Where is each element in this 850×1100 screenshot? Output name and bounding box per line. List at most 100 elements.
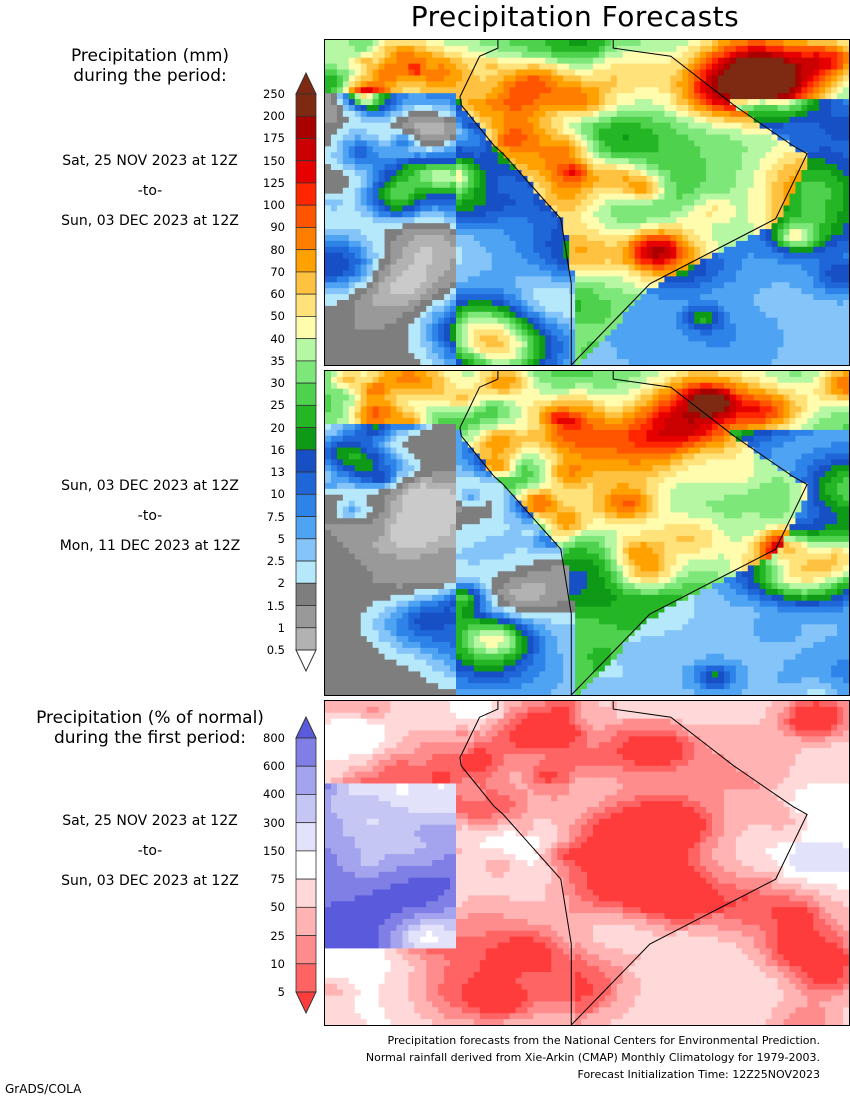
colorbar-tick-label: 2.5 (266, 554, 285, 569)
colorbar-tick-label: 50 (270, 309, 285, 324)
colorbar-tick-label: 30 (270, 376, 285, 391)
colorbar-segment (295, 360, 317, 384)
colorbar-segment (295, 906, 317, 936)
colorbar-segment (295, 794, 317, 824)
credits-line3: Forecast Initialization Time: 12Z25NOV20… (577, 1068, 820, 1081)
colorbar-tick-label: 5 (277, 985, 285, 999)
period2-sep: -to- (137, 508, 163, 524)
colorbar-tick-label: 35 (270, 353, 285, 368)
colorbar-tick-label: 20 (270, 420, 285, 435)
colorbar-segment (295, 850, 317, 880)
mm-legend-title: Precipitation (mm) during the period: (0, 46, 300, 86)
period3-label: Sat, 25 NOV 2023 at 12Z -to- Sun, 03 DEC… (0, 806, 300, 896)
colorbar-segment (295, 138, 317, 162)
mm-legend-title-line2: during the period: (73, 66, 227, 86)
colorbar-tick-label: 13 (270, 465, 285, 480)
colorbar-tick-label: 25 (270, 398, 285, 413)
colorbar-tick-label: 150 (263, 153, 285, 168)
colorbar-tick-label: 90 (270, 220, 285, 235)
colorbar-tick-label: 75 (270, 872, 285, 887)
period2-start: Sun, 03 DEC 2023 at 12Z (61, 478, 239, 494)
colorbar-segment (295, 115, 317, 139)
colorbar-tick-label: 600 (263, 759, 285, 774)
colorbar-tick-label: 125 (263, 175, 285, 190)
precip-map-period1 (324, 39, 850, 366)
colorbar-segment (295, 427, 317, 451)
colorbar-segment (295, 315, 317, 340)
colorbar-tick-label: 10 (270, 956, 285, 971)
colorbar-segment (295, 293, 317, 317)
period3-sep: -to- (137, 843, 163, 859)
mm-colorbar: 250 200 175 150 125 100 90 80 70 60 50 40 35 30 25 20 16… (263, 72, 317, 672)
coastline (459, 40, 808, 365)
colorbar-segment (295, 516, 317, 540)
colorbar-segment (295, 538, 317, 562)
page-title: Precipitation Forecasts (410, 0, 740, 33)
credits-line2: Normal rainfall derived from Xie-Arkin (… (365, 1051, 820, 1064)
pct-colorbar: 800 600 400 300 150 75 50 25 10 5 (263, 716, 317, 1014)
colorbar-segment (295, 493, 317, 517)
colorbar-segment (295, 627, 317, 651)
coastline (459, 371, 808, 695)
colorbar-tick-label: 250 (263, 87, 285, 101)
colorbar-segment (295, 338, 317, 362)
map1-field (325, 40, 849, 365)
colorbar-segment (295, 182, 317, 206)
colorbar-segment (295, 449, 317, 473)
grads-footer: GrADS/COLA (5, 1082, 82, 1096)
colorbar-segment (295, 765, 317, 795)
period1-end: Sun, 03 DEC 2023 at 12Z (61, 213, 239, 229)
colorbar-tick-label: 0.5 (266, 643, 285, 657)
credits: Precipitation forecasts from the Nationa… (366, 1032, 820, 1083)
colorbar-tick-label: 175 (263, 131, 285, 146)
colorbar-segment (295, 249, 317, 273)
colorbar-tick-label: 80 (270, 242, 285, 257)
colorbar-segment (295, 160, 317, 184)
colorbar-segment (295, 382, 317, 406)
colorbar-segment (295, 878, 317, 908)
colorbar-tick-label: 800 (263, 731, 285, 745)
colorbar-tick-label: 1.5 (266, 598, 285, 613)
map2-field (325, 371, 849, 695)
map3-field (325, 701, 849, 1025)
coastline (459, 701, 808, 1025)
colorbar-tick-label: 40 (270, 331, 285, 346)
colorbar-tick-label: 50 (270, 900, 285, 915)
colorbar-segment (295, 737, 317, 767)
colorbar-tick-label: 150 (263, 843, 285, 858)
mm-legend-title-line1: Precipitation (mm) (70, 46, 230, 66)
period1-start: Sat, 25 NOV 2023 at 12Z (62, 153, 238, 169)
colorbar-segment (295, 935, 317, 965)
cbar-pct-graphic (295, 716, 317, 1014)
colorbar-tick-label: 5 (277, 531, 285, 546)
pct-normal-map (324, 700, 850, 1026)
precip-map-period2 (324, 370, 850, 696)
colorbar-top-arrow (295, 716, 317, 739)
colorbar-bottom-arrow (295, 991, 317, 1014)
colorbar-tick-label: 2 (277, 576, 285, 591)
colorbar-segment (295, 560, 317, 584)
credits-line1: Precipitation forecasts from the Nationa… (387, 1034, 821, 1047)
colorbar-tick-label: 7.5 (266, 509, 285, 524)
colorbar-segment (295, 822, 317, 852)
colorbar-segment (295, 271, 317, 295)
pct-legend-title-line1: Precipitation (% of normal) (36, 708, 264, 728)
colorbar-tick-label: 200 (263, 109, 285, 124)
period1-sep: -to- (137, 183, 163, 199)
colorbar-segment (295, 471, 317, 495)
colorbar-top-arrow (295, 72, 317, 95)
colorbar-tick-label: 1 (277, 620, 285, 635)
cbar-mm-graphic (295, 72, 317, 672)
period1-label: Sat, 25 NOV 2023 at 12Z -to- Sun, 03 DEC… (0, 146, 300, 236)
colorbar-tick-label: 60 (270, 287, 285, 302)
colorbar-tick-label: 10 (270, 487, 285, 502)
colorbar-tick-label: 25 (270, 928, 285, 943)
colorbar-tick-label: 400 (263, 787, 285, 802)
period3-start: Sat, 25 NOV 2023 at 12Z (62, 813, 238, 829)
colorbar-tick-label: 16 (270, 442, 285, 457)
colorbar-bottom-arrow (295, 649, 317, 672)
colorbar-segment (295, 582, 317, 606)
colorbar-segment (295, 404, 317, 428)
period3-end: Sun, 03 DEC 2023 at 12Z (61, 873, 239, 889)
colorbar-segment (295, 963, 317, 993)
